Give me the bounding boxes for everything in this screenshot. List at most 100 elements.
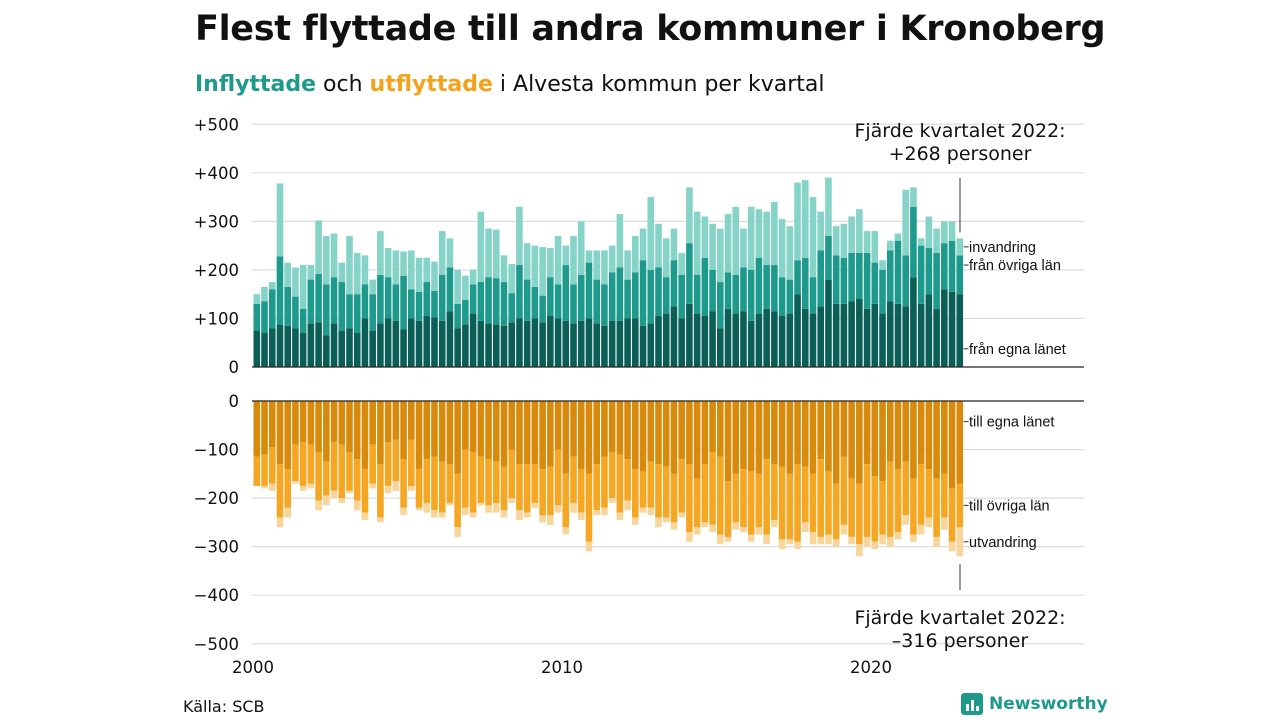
bar-out-egna xyxy=(485,401,492,460)
bar-in-invandring xyxy=(902,189,909,256)
bar-out-ovriga xyxy=(740,468,747,528)
bar-out-egna xyxy=(856,401,863,484)
bar-in-egna xyxy=(377,323,384,367)
bar-in-invandring xyxy=(508,264,516,294)
bar-in-invandring xyxy=(531,245,539,287)
bar-out-egna xyxy=(585,401,593,474)
bar-in-invandring xyxy=(369,279,376,295)
bar-in-invandring xyxy=(724,214,732,273)
bar-out-egna xyxy=(593,401,600,465)
bar-in-egna xyxy=(894,303,902,367)
bar-in-invandring xyxy=(848,216,855,253)
bar-in-egna xyxy=(268,328,276,367)
bar-out-utvandring xyxy=(956,527,964,557)
bar-in-invandring xyxy=(941,221,948,244)
segment-label-out: utvandring xyxy=(969,535,1037,551)
bar-in-invandring xyxy=(747,206,755,270)
y-tick-label-top: 0 xyxy=(229,358,240,377)
bar-out-ovriga xyxy=(307,444,315,484)
bar-out-utvandring xyxy=(809,532,817,545)
bar-in-invandring xyxy=(330,233,338,278)
bar-out-ovriga xyxy=(539,468,546,516)
bar-out-ovriga xyxy=(763,459,770,535)
bar-in-egna xyxy=(848,301,855,367)
bar-in-invandring xyxy=(670,228,678,261)
annotation-top-line1: Fjärde kvartalet 2022: xyxy=(854,120,1065,142)
bar-in-invandring xyxy=(570,235,577,285)
bar-out-utvandring xyxy=(284,507,291,518)
bar-out-ovriga xyxy=(832,483,840,540)
bar-out-utvandring xyxy=(477,502,485,506)
inflow-bars xyxy=(253,177,964,367)
bar-in-egna xyxy=(454,328,461,367)
bar-in-invandring xyxy=(608,245,616,273)
bar-out-ovriga xyxy=(778,466,786,540)
bar-in-invandring xyxy=(701,216,709,258)
bar-out-utvandring xyxy=(848,536,855,545)
bar-in-egna xyxy=(902,306,909,367)
bar-out-utvandring xyxy=(655,517,662,528)
segment-label-in: från övriga län xyxy=(969,258,1061,274)
bar-in-ovriga xyxy=(662,277,670,314)
bar-in-egna xyxy=(941,289,948,367)
bar-in-egna xyxy=(500,325,508,367)
bar-in-ovriga xyxy=(840,257,848,304)
x-tick-label: 2000 xyxy=(232,658,274,677)
bar-in-egna xyxy=(307,323,315,367)
bar-out-egna xyxy=(292,401,299,445)
bar-out-utvandring xyxy=(431,510,438,518)
bar-in-ovriga xyxy=(292,296,299,329)
bar-in-egna xyxy=(361,318,369,367)
bar-out-utvandring xyxy=(268,483,276,491)
bar-in-egna xyxy=(701,316,709,367)
bar-in-egna xyxy=(462,324,469,367)
bar-in-egna xyxy=(886,301,894,367)
annotation-bottom-line2: –316 personer xyxy=(892,630,1029,652)
bar-in-ovriga xyxy=(408,289,415,319)
bar-out-ovriga xyxy=(346,451,353,491)
bar-in-ovriga xyxy=(786,279,794,314)
bar-out-egna xyxy=(740,401,747,469)
bar-in-invandring xyxy=(415,257,423,292)
bar-in-ovriga xyxy=(253,303,261,331)
bar-in-egna xyxy=(732,313,740,367)
bar-in-invandring xyxy=(717,228,724,283)
bar-in-ovriga xyxy=(531,286,539,319)
bar-out-ovriga xyxy=(469,451,477,513)
bar-out-egna xyxy=(693,401,701,479)
bar-in-ovriga xyxy=(771,265,778,312)
y-tick-label-top: +100 xyxy=(194,309,239,328)
bar-out-egna xyxy=(624,401,631,460)
bar-in-ovriga xyxy=(925,248,933,295)
bar-in-invandring xyxy=(655,223,662,268)
bar-in-egna xyxy=(624,318,631,367)
bar-in-egna xyxy=(601,325,608,367)
bar-out-utvandring xyxy=(763,534,770,545)
bar-out-egna xyxy=(307,401,315,445)
bar-out-utvandring xyxy=(261,485,268,489)
bar-in-egna xyxy=(384,318,392,367)
bar-out-utvandring xyxy=(863,536,871,547)
bar-out-ovriga xyxy=(253,456,261,486)
bar-in-invandring xyxy=(462,275,469,301)
bar-out-utvandring xyxy=(500,510,508,518)
bar-out-utvandring xyxy=(593,510,600,516)
bar-out-egna xyxy=(817,401,825,460)
bar-out-utvandring xyxy=(801,522,809,533)
bar-in-invandring xyxy=(554,235,562,285)
bar-out-ovriga xyxy=(747,471,755,535)
bar-in-ovriga xyxy=(423,282,431,317)
bar-in-ovriga xyxy=(547,277,554,317)
bar-out-ovriga xyxy=(693,478,701,528)
bar-in-egna xyxy=(778,316,786,367)
bar-out-ovriga xyxy=(315,451,322,501)
bar-out-egna xyxy=(801,401,809,467)
bar-out-egna xyxy=(732,401,740,474)
bar-out-egna xyxy=(755,401,763,474)
bar-in-ovriga xyxy=(369,294,376,331)
bar-in-invandring xyxy=(500,255,508,283)
bar-out-egna xyxy=(747,401,755,472)
outflow-bars xyxy=(253,401,964,557)
bar-in-invandring xyxy=(662,238,670,278)
bar-in-invandring xyxy=(840,223,848,258)
